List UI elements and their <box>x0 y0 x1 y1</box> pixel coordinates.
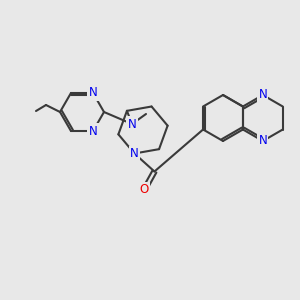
Text: N: N <box>88 124 98 138</box>
Text: N: N <box>130 147 139 160</box>
Text: N: N <box>88 86 98 99</box>
Text: N: N <box>259 88 267 101</box>
Text: O: O <box>140 183 149 196</box>
Text: N: N <box>259 134 267 148</box>
Text: N: N <box>128 118 136 130</box>
